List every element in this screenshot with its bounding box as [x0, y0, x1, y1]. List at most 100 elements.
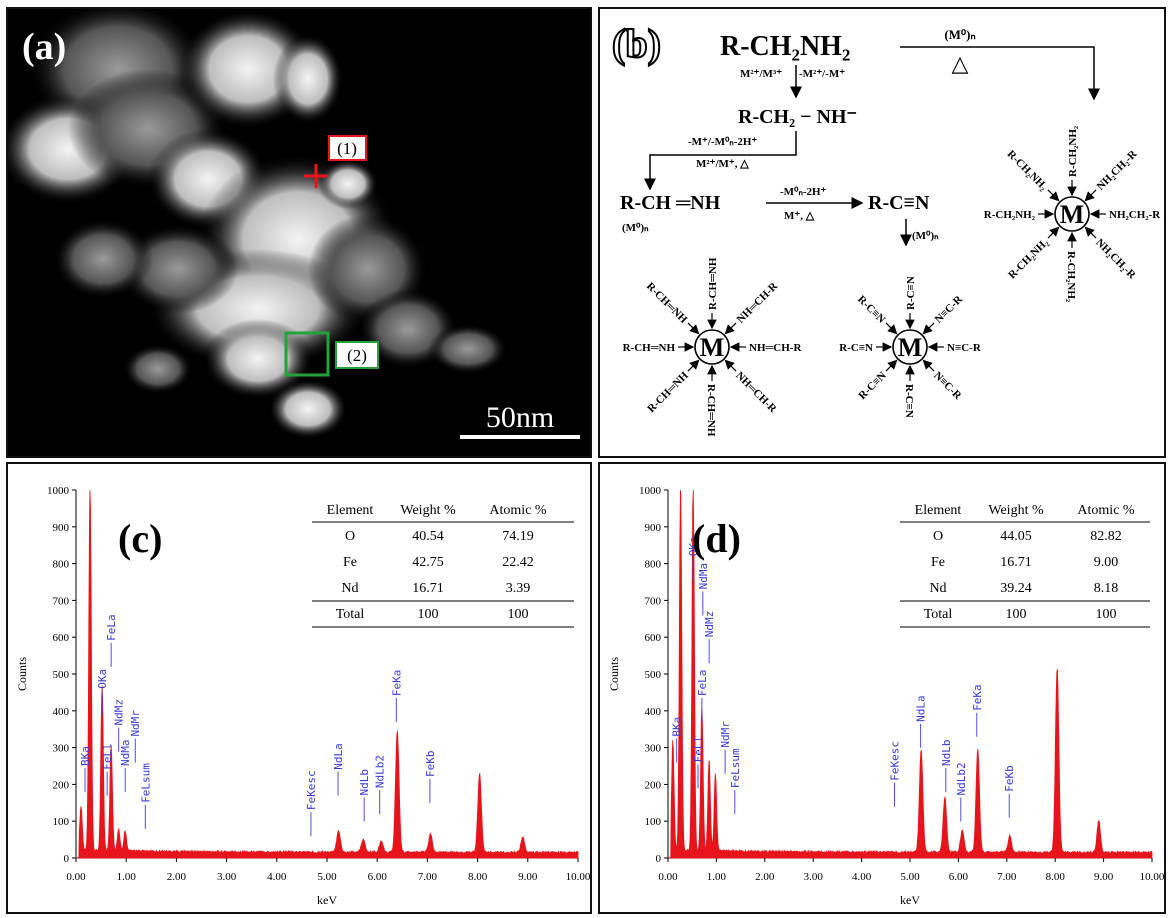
- metal-center: [1054, 196, 1090, 232]
- metal-center-label: M: [700, 333, 725, 362]
- marker-2: (2): [284, 331, 379, 377]
- cond-2: -M⁺/-M⁰ₙ-2H⁺: [688, 136, 757, 148]
- peak-label: NdLb: [358, 769, 371, 796]
- table-cell: Nd: [929, 581, 946, 596]
- table-cell: Fe: [931, 555, 945, 570]
- peak-label: FeKesc: [305, 770, 318, 810]
- table-cell: Fe: [343, 555, 357, 570]
- ligand-label: N≡C-R: [933, 293, 966, 326]
- table-cell: Nd: [341, 581, 358, 596]
- edx-spectrum-d: 0 100 200 300 400 500 600 700 800 900 1000 0.00 1.00…: [607, 485, 1165, 907]
- y-tick-label: 900: [645, 522, 662, 534]
- spectrum-area: [76, 489, 579, 859]
- panel-label: (c): [118, 516, 162, 561]
- amine-complex: M R-CH₂NH₂ R-CH₂NH₂ NH₂CH₂-R R-CH₂NH₂ NH₂CH₂-…: [984, 125, 1161, 303]
- particle-aggregate: [0, 0, 508, 439]
- ligand-label: R-C≡N: [856, 370, 888, 402]
- ligand-label: R-CH═NH: [623, 342, 676, 354]
- y-tick-label: 100: [645, 816, 662, 828]
- x-tick-label: 0.00: [658, 871, 678, 883]
- y-tick-label: 0: [64, 853, 70, 865]
- tem-image: (a) (1) (2) 50nm: [0, 0, 580, 439]
- reaction-scheme: (b) R-CH₂NH₂ M²⁺/M³⁺ -M²⁺/-M⁺ (M⁰)ₙ △ R-…: [611, 20, 1161, 437]
- x-axis-label: keV: [317, 893, 337, 907]
- x-tick-label: 7.00: [997, 871, 1017, 883]
- ligand-bond: [724, 359, 737, 372]
- table-cell: Total: [336, 607, 365, 622]
- y-tick-label: 800: [645, 559, 662, 571]
- m0n-right: (M⁰)ₙ: [912, 230, 939, 242]
- table-cell: 8.18: [1094, 581, 1119, 596]
- peak-label: OKa: [687, 536, 700, 556]
- top-heat: △: [952, 51, 969, 76]
- x-tick-label: 6.00: [949, 871, 969, 883]
- y-tick-label: 0: [656, 853, 662, 865]
- table-cell: 40.54: [412, 529, 444, 544]
- peak-label: NdLb: [940, 740, 953, 767]
- cond-1b: -M²⁺/-M⁺: [799, 68, 845, 80]
- y-axis-label: Counts: [15, 657, 29, 691]
- metal-center: [694, 329, 730, 365]
- y-tick-label: 300: [645, 743, 662, 755]
- x-tick-label: 7.00: [418, 871, 438, 883]
- y-tick-label: 1000: [639, 485, 662, 497]
- peak-label: FeLl: [692, 736, 705, 763]
- ligand-label: R-CH═NH: [705, 384, 717, 437]
- peak-label: NdMa: [119, 740, 132, 767]
- peak-label: FeLl: [101, 743, 114, 770]
- x-tick-label: 3.00: [804, 871, 824, 883]
- ligand-label: NH═CH-R: [733, 370, 779, 416]
- ligand-bond: [1084, 189, 1097, 202]
- ligand-bond: [885, 359, 898, 372]
- table-header: Element: [915, 503, 962, 518]
- x-tick-label: 5.00: [317, 871, 337, 883]
- table-cell: O: [345, 529, 355, 544]
- peak-label: FeKa: [390, 670, 403, 697]
- table-cell: Total: [924, 607, 953, 622]
- y-tick-label: 600: [53, 632, 70, 644]
- ligand-label: NH₂CH₂-R: [1095, 147, 1140, 192]
- x-tick-label: 10.00: [1140, 871, 1164, 883]
- ligand-label: R-CH₂NH₂: [1005, 148, 1050, 193]
- x-tick-label: 9.00: [518, 871, 538, 883]
- cond-3: -M⁰ₙ-2H⁺: [780, 186, 827, 198]
- y-tick-label: 400: [645, 706, 662, 718]
- ligand-bond: [885, 322, 898, 335]
- table-cell: 100: [1006, 607, 1027, 622]
- peak-label: OKa: [96, 669, 109, 689]
- x-tick-label: 3.00: [217, 871, 237, 883]
- ligand-bond: [1084, 226, 1097, 239]
- top-cond: (M⁰)ₙ: [944, 27, 975, 42]
- table-cell: 16.71: [1000, 555, 1032, 570]
- ligand-label: NH₂CH₂-R: [1093, 237, 1138, 282]
- peak-label: BKa: [79, 746, 92, 766]
- y-tick-label: 1000: [47, 485, 70, 497]
- m0n-left: (M⁰)ₙ: [622, 222, 649, 234]
- ligand-label: R-CH₂NH₂: [984, 209, 1036, 221]
- cond-1: M²⁺/M³⁺: [740, 68, 782, 80]
- ligand-bond: [1047, 226, 1060, 239]
- spectrum-area: [668, 489, 1153, 859]
- table-cell: 74.19: [502, 529, 534, 544]
- peak-label: FeKb: [424, 751, 437, 778]
- ligand-label: R-CH₂NH₂: [1067, 125, 1079, 177]
- peak-label: FeLsum: [139, 763, 152, 803]
- table-cell: 44.05: [1000, 529, 1032, 544]
- ligand-bond: [922, 359, 935, 372]
- ligand-label: R-C≡N: [855, 293, 887, 325]
- y-tick-label: 200: [645, 779, 662, 791]
- table-cell: 3.39: [506, 581, 531, 596]
- nitrile: R-C≡N: [868, 192, 930, 214]
- peak-label: FeKesc: [889, 741, 902, 781]
- peak-label: NdLb2: [955, 762, 968, 795]
- amine-start: R-CH₂NH₂: [720, 31, 850, 62]
- ligand-bond: [687, 359, 700, 372]
- peak-label: FeKa: [971, 684, 984, 711]
- table-header: Atomic %: [489, 503, 546, 518]
- y-tick-label: 400: [53, 706, 70, 718]
- table-cell: 39.24: [1000, 581, 1032, 596]
- metal-center-label: M: [1060, 200, 1085, 229]
- reaction-scheme-panel: (b) R-CH₂NH₂ M²⁺/M³⁺ -M²⁺/-M⁺ (M⁰)ₙ △ R-…: [598, 7, 1166, 458]
- peak-label: NdLa: [915, 695, 928, 722]
- nitrile-complex: M R-C≡N R-C≡N N≡C-R R-C≡N N≡C-R R-C≡N N≡C-R R-C≡…: [839, 276, 982, 418]
